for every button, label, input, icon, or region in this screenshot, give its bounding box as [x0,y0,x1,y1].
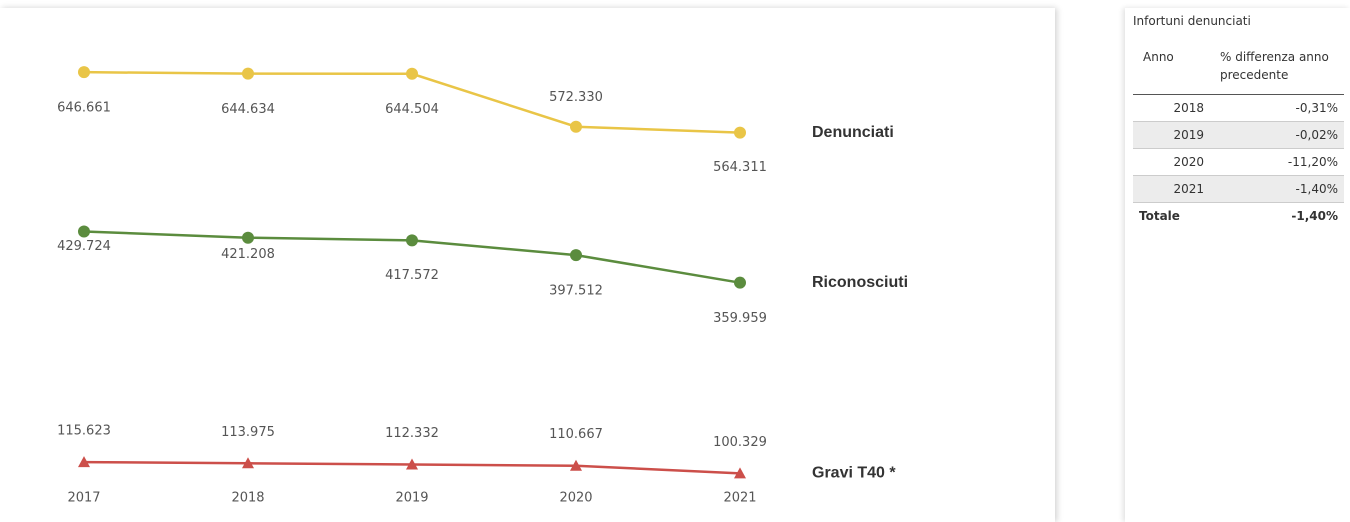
header-row: Anno % differenza anno precedente [1133,44,1344,95]
table-cell: 2018 [1173,101,1204,115]
table-row: 2018 -0,31% [1133,95,1344,122]
table-cell: -0,02% [1210,121,1344,149]
marker [570,120,582,133]
table: Anno % differenza anno precedente 2018 -0… [1133,44,1344,229]
data-label: 644.634 [221,102,275,117]
marker [78,225,90,238]
data-label: 646.661 [57,101,111,116]
series-name: Riconosciuti [812,274,908,291]
data-label: 564.311 [713,160,767,175]
marker [78,66,90,79]
table-cell: -1,40% [1210,175,1344,203]
header-cell: Anno [1133,44,1210,95]
marker [406,234,418,247]
marker [734,276,746,289]
data-label: 644.504 [385,102,439,117]
table-row: 2021 -1,40% [1133,175,1344,203]
table-cell: 2019 [1133,121,1210,149]
data-label: 429.724 [57,239,111,254]
table-cell: 2021 [1133,175,1210,203]
data-label: 572.330 [549,90,603,105]
table-row: 2019 -0,02% [1133,121,1344,149]
x-tick-label: 2019 [395,491,428,506]
data-label: 421.208 [221,247,275,262]
table-panel: Infortuni denunciati Anno % differenza a… [1125,8,1350,522]
chart-card: 646.661 644.634 644.504 572.330 564.311 Denun… [0,8,1055,522]
x-tick-label: 2021 [723,491,756,506]
table-cell: -0,31% [1295,101,1338,115]
data-label: 100.329 [713,435,767,450]
total-row: Totale -1,40% [1133,203,1344,230]
marker [406,458,418,470]
data-label: 397.512 [549,284,603,299]
data-label: 113.975 [221,425,275,440]
table-cell: Totale [1139,209,1180,223]
series-name: Gravi T40 * [812,465,896,482]
table-cell: 2020 [1173,155,1204,169]
x-tick-label: 2020 [559,491,592,506]
chart: 646.661 644.634 644.504 572.330 564.311 Denun… [57,66,908,506]
x-tick-label: 2017 [67,491,100,506]
data-label: 110.667 [549,427,603,442]
data-label: 112.332 [385,426,439,441]
marker [78,456,90,468]
table-body: 2018 -0,31% 2019 -0,02% 2020 -11,20% 2021 -1,40… [1133,95,1344,230]
marker [734,467,746,479]
table-cell: -1,40% [1291,209,1338,223]
data-label: 115.623 [57,424,111,439]
series-name: Denunciati [812,124,894,141]
marker [242,457,254,469]
marker [242,67,254,80]
marker [406,67,418,80]
marker [570,459,582,471]
table-title: Infortuni denunciati [1133,14,1251,28]
header-cell: % differenza anno precedente [1210,44,1344,95]
marker [242,231,254,244]
data-label: 417.572 [385,268,439,283]
marker [734,126,746,139]
table-cell: -11,20% [1287,155,1338,169]
x-tick-label: 2018 [231,491,264,506]
marker [570,249,582,262]
table-row: 2020 -11,20% [1133,149,1344,176]
data-label: 359.959 [713,311,767,326]
